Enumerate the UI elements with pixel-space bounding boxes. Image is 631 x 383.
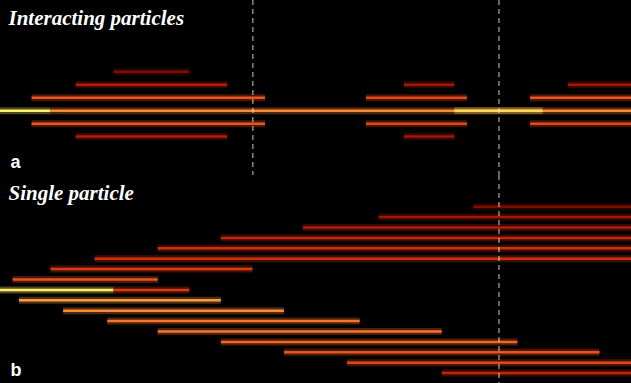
- svg-text:a: a: [11, 152, 22, 172]
- svg-text:Single particle: Single particle: [9, 181, 134, 205]
- svg-text:Interacting particles: Interacting particles: [8, 6, 185, 30]
- svg-text:b: b: [11, 360, 22, 380]
